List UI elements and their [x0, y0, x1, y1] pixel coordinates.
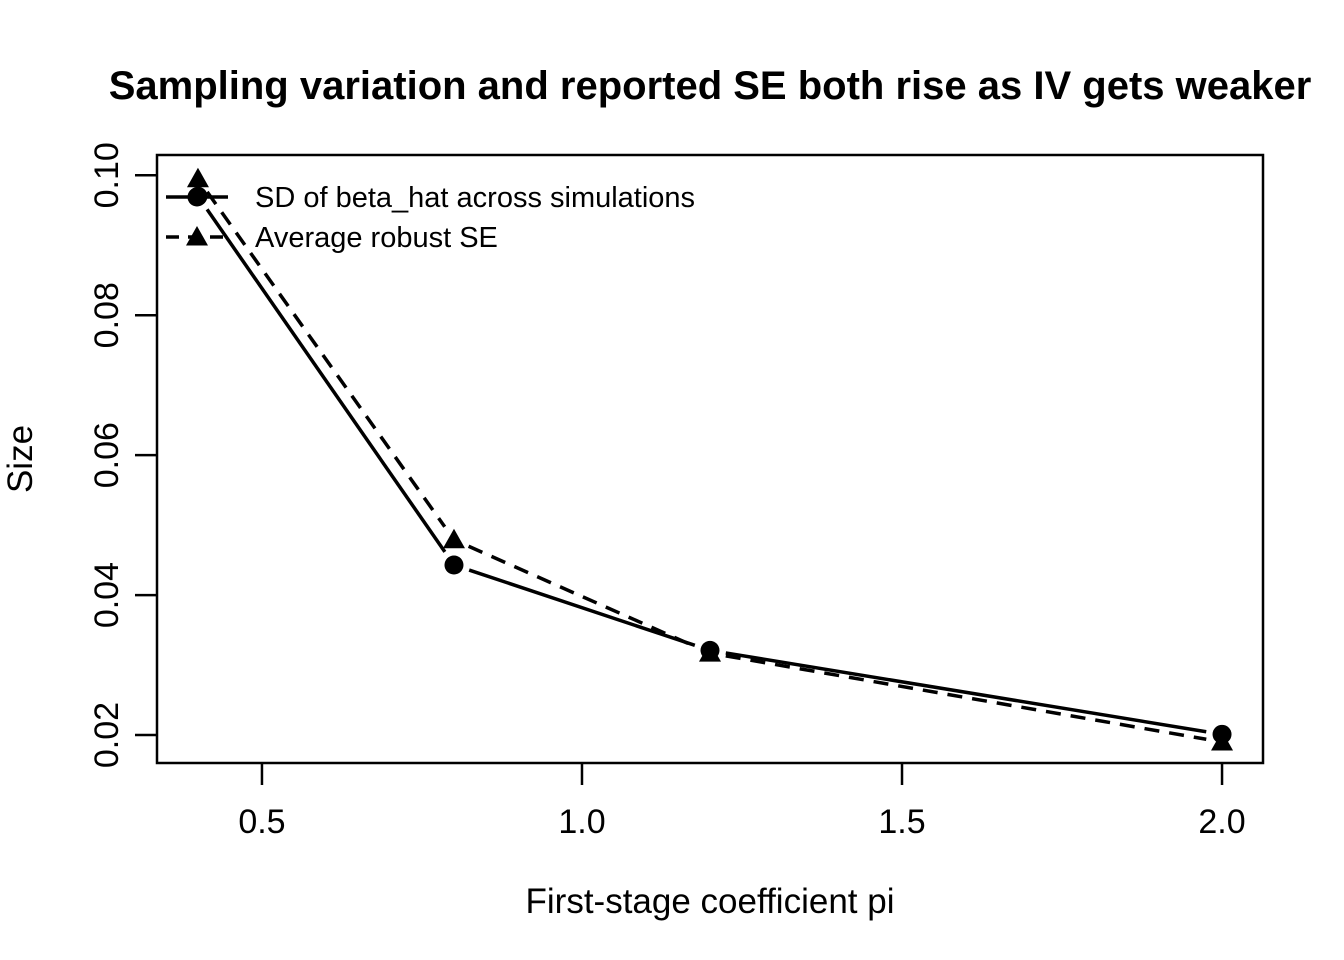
y-axis-label: Size	[1, 425, 40, 493]
legend-item-se: Average robust SE	[166, 222, 498, 254]
x-tick-label: 0.5	[238, 803, 285, 841]
x-axis-label: First-stage coefficient pi	[526, 882, 895, 921]
series-layer	[186, 167, 1234, 751]
series-segment-triangle	[205, 190, 447, 528]
legend-item-sd: SD of beta_hat across simulations	[166, 182, 695, 214]
y-tick-label: 0.08	[88, 282, 126, 348]
series-segment-triangle	[467, 544, 697, 649]
chart-title: Sampling variation and reported SE both …	[109, 64, 1312, 108]
y-tick-label: 0.04	[88, 562, 126, 628]
y-tick-label: 0.02	[88, 702, 126, 768]
legend-key-triangle-marker	[186, 226, 208, 246]
data-point-triangle	[186, 167, 209, 188]
data-point-circle	[1212, 724, 1232, 744]
y-tick-label: 0.10	[88, 142, 126, 208]
series-segment-triangle	[725, 654, 1207, 741]
series-segment-circle	[468, 568, 696, 647]
x-tick-label: 1.0	[558, 803, 605, 841]
x-tick-label: 1.5	[878, 803, 925, 841]
data-point-circle	[700, 640, 720, 660]
legend-label-se: Average robust SE	[255, 222, 498, 254]
data-point-triangle	[442, 528, 465, 549]
legend-key-circle-marker	[187, 187, 207, 207]
series-segment-circle	[205, 208, 447, 553]
plot-box	[155, 153, 1265, 765]
legend: SD of beta_hat across simulations Averag…	[166, 182, 695, 254]
y-axis: 0.02 0.04 0.06 0.08 0.10	[88, 142, 157, 768]
data-point-circle	[444, 555, 464, 575]
x-tick-label: 2.0	[1198, 803, 1245, 841]
legend-label-sd: SD of beta_hat across simulations	[255, 182, 695, 214]
series-segment-circle	[725, 651, 1207, 734]
x-axis: 0.5 1.0 1.5 2.0	[238, 763, 1246, 841]
y-tick-label: 0.06	[88, 422, 126, 488]
